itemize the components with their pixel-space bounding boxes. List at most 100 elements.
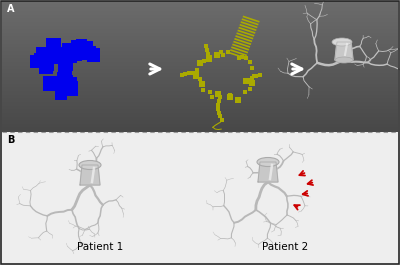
Point: [47, 81, 54, 86]
Point: [249, 76, 256, 80]
Point: [53, 54, 60, 59]
Point: [197, 77, 203, 81]
Point: [220, 53, 226, 58]
Point: [178, 73, 185, 78]
Bar: [2, 62, 398, 63]
Bar: [2, 106, 398, 107]
Bar: [2, 128, 398, 129]
Bar: [2, 84, 398, 85]
Point: [249, 66, 256, 70]
Bar: [2, 26, 398, 27]
Bar: [2, 85, 398, 86]
Bar: [2, 105, 398, 106]
Bar: [2, 47, 398, 48]
Bar: [2, 61, 398, 62]
Bar: [2, 66, 398, 67]
Bar: [2, 81, 398, 82]
Bar: [2, 132, 398, 263]
Bar: [2, 74, 398, 75]
Point: [64, 52, 70, 56]
Point: [214, 92, 221, 96]
Point: [61, 77, 67, 81]
Text: A: A: [7, 4, 14, 14]
Point: [73, 48, 79, 52]
Bar: [2, 95, 398, 96]
Bar: [2, 121, 398, 122]
Bar: [2, 38, 398, 39]
Bar: [2, 10, 398, 11]
Bar: [2, 118, 398, 119]
Point: [182, 72, 188, 76]
Bar: [2, 112, 398, 113]
Bar: [2, 65, 398, 66]
Point: [38, 51, 45, 56]
Bar: [2, 109, 398, 110]
Bar: [2, 103, 398, 104]
Bar: [2, 44, 398, 45]
Bar: [2, 55, 398, 56]
Bar: [2, 89, 398, 90]
Bar: [2, 77, 398, 78]
Bar: [2, 45, 398, 46]
Bar: [2, 33, 398, 34]
Bar: [2, 28, 398, 29]
Bar: [2, 14, 398, 15]
Bar: [2, 17, 398, 18]
Bar: [2, 54, 398, 55]
Bar: [2, 96, 398, 97]
Bar: [2, 12, 398, 13]
Point: [216, 111, 222, 115]
Bar: [2, 100, 398, 101]
Point: [243, 79, 250, 83]
Point: [61, 77, 67, 81]
Ellipse shape: [79, 161, 101, 170]
Bar: [2, 31, 398, 32]
Point: [194, 71, 200, 75]
Bar: [2, 78, 398, 79]
Bar: [2, 56, 398, 57]
Bar: [2, 40, 398, 41]
Bar: [2, 127, 398, 128]
Bar: [2, 21, 398, 22]
Point: [215, 103, 221, 107]
Bar: [2, 97, 398, 98]
Bar: [2, 130, 398, 131]
Bar: [2, 120, 398, 121]
Point: [44, 55, 51, 59]
Bar: [2, 113, 398, 114]
Bar: [2, 5, 398, 6]
Bar: [2, 19, 398, 20]
Bar: [2, 48, 398, 49]
Point: [197, 61, 203, 65]
Bar: [2, 23, 398, 24]
Bar: [2, 86, 398, 87]
Bar: [2, 122, 398, 123]
Point: [34, 60, 40, 64]
Bar: [2, 129, 398, 130]
Bar: [2, 83, 398, 84]
Point: [83, 51, 89, 55]
Bar: [2, 125, 398, 126]
Bar: [2, 7, 398, 8]
Bar: [2, 32, 398, 33]
Bar: [2, 90, 398, 91]
Bar: [2, 39, 398, 40]
Bar: [2, 111, 398, 112]
Bar: [2, 41, 398, 42]
Point: [217, 95, 223, 99]
Point: [41, 57, 47, 61]
Point: [194, 68, 200, 72]
Bar: [2, 16, 398, 17]
Point: [55, 82, 62, 86]
Point: [247, 60, 254, 64]
Point: [227, 92, 234, 97]
Point: [80, 46, 86, 50]
Point: [78, 42, 85, 47]
Bar: [2, 20, 398, 21]
Point: [203, 44, 209, 48]
Point: [199, 81, 205, 86]
Bar: [2, 92, 398, 93]
Bar: [2, 22, 398, 23]
Point: [90, 53, 97, 57]
Bar: [2, 43, 398, 44]
